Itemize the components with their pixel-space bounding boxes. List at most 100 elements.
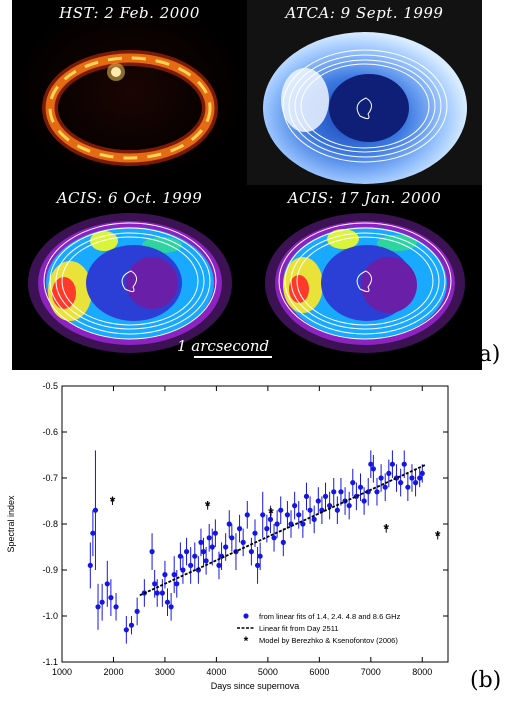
data-point: [264, 526, 269, 531]
figure-label-a: (a): [470, 342, 500, 367]
data-point: [350, 480, 355, 485]
data-point: [368, 462, 373, 467]
data-point: [278, 508, 283, 513]
panel-title: ATCA: 9 Sept. 1999: [247, 4, 482, 22]
data-point: [108, 595, 113, 600]
legend-label: Model by Berezhko & Ksenofontov (2006): [259, 636, 398, 645]
scale-label: 1 arcsecond: [177, 337, 269, 355]
data-point: [402, 462, 407, 467]
data-point: [258, 554, 263, 559]
data-point: [155, 590, 160, 595]
data-point: [292, 503, 297, 508]
data-point: [90, 531, 95, 536]
data-point: [198, 540, 203, 545]
data-point: [174, 581, 179, 586]
data-point: [93, 508, 98, 513]
data-point: [241, 540, 246, 545]
data-point: [165, 600, 170, 605]
data-point: [223, 544, 228, 549]
data-point: [409, 475, 414, 480]
x-axis-label: Days since supernova: [211, 681, 300, 691]
hst-ring-image: [12, 0, 247, 185]
legend-label: from linear fits of 1.4, 2.4. 4.8 and 8.…: [259, 612, 401, 621]
legend-label: Linear fit from Day 2511: [259, 624, 338, 633]
data-point: [371, 466, 376, 471]
data-point: [271, 535, 276, 540]
data-point: [216, 563, 221, 568]
data-point: [420, 471, 425, 476]
data-point: [398, 480, 403, 485]
data-point: [307, 508, 312, 513]
data-point: [227, 521, 232, 526]
data-point: [405, 485, 410, 490]
data-point: [169, 604, 174, 609]
data-point: [229, 535, 234, 540]
data-point: [331, 489, 336, 494]
data-point: [335, 508, 340, 513]
data-point: [358, 485, 363, 490]
xray-radio-image-panel: HST: 2 Feb. 2000: [12, 0, 482, 370]
legend-marker-model: *: [244, 634, 249, 648]
data-point: [417, 475, 422, 480]
data-point: [285, 512, 290, 517]
atca-panel: ATCA: 9 Sept. 1999: [247, 0, 482, 185]
x-tick-label: 1000: [52, 667, 72, 677]
x-tick-label: 8000: [412, 667, 432, 677]
data-point: [386, 471, 391, 476]
data-point: [129, 623, 134, 628]
data-point: [390, 462, 395, 467]
scale-bar: [194, 356, 272, 358]
data-point: [204, 558, 209, 563]
data-point: [160, 590, 165, 595]
data-point: [192, 554, 197, 559]
data-point: [383, 485, 388, 490]
data-point: [105, 581, 110, 586]
panel-title: ACIS: 17 Jan. 2000: [247, 189, 482, 207]
data-point: [237, 526, 242, 531]
data-point: [413, 480, 418, 485]
data-point: [172, 572, 177, 577]
data-point: [152, 581, 157, 586]
data-point: [213, 531, 218, 536]
data-point: [135, 609, 140, 614]
x-tick-label: 5000: [258, 667, 278, 677]
acis-xray-image-2000: [247, 185, 482, 370]
data-point: [281, 540, 286, 545]
data-point: [323, 494, 328, 499]
x-tick-label: 7000: [361, 667, 381, 677]
data-point: [207, 535, 212, 540]
hst-panel: HST: 2 Feb. 2000: [12, 0, 247, 185]
x-tick-label: 6000: [309, 667, 329, 677]
x-tick-label: 4000: [206, 667, 226, 677]
data-point: [304, 494, 309, 499]
y-tick-label: -0.5: [42, 381, 58, 391]
figure-label-b: (b): [470, 668, 501, 693]
data-point: [249, 549, 254, 554]
data-point: [312, 517, 317, 522]
x-tick-label: 2000: [103, 667, 123, 677]
y-tick-label: -0.9: [42, 565, 58, 575]
data-point: [201, 549, 206, 554]
data-point: [296, 512, 301, 517]
data-point: [113, 604, 118, 609]
x-tick-label: 3000: [155, 667, 175, 677]
data-point: [162, 572, 167, 577]
data-point: [316, 498, 321, 503]
y-axis-label: Spectral index: [6, 495, 16, 553]
panel-title: ACIS: 6 Oct. 1999: [12, 189, 247, 207]
data-point: [260, 512, 265, 517]
spectral-index-chart: 1000 2000 3000 4000 5000 6000 7000 8000 -1.1 -1.0…: [0, 378, 466, 700]
data-point: [88, 563, 93, 568]
data-point: [347, 503, 352, 508]
y-tick-label: -1.0: [42, 611, 58, 621]
y-tick-label: -1.1: [42, 657, 58, 667]
data-point: [362, 498, 367, 503]
data-point: [374, 489, 379, 494]
data-point: [378, 475, 383, 480]
data-point: [255, 563, 260, 568]
data-point: [180, 567, 185, 572]
data-point: [252, 531, 257, 536]
data-point: [95, 604, 100, 609]
panel-title: HST: 2 Feb. 2000: [12, 4, 247, 22]
data-point: [188, 563, 193, 568]
